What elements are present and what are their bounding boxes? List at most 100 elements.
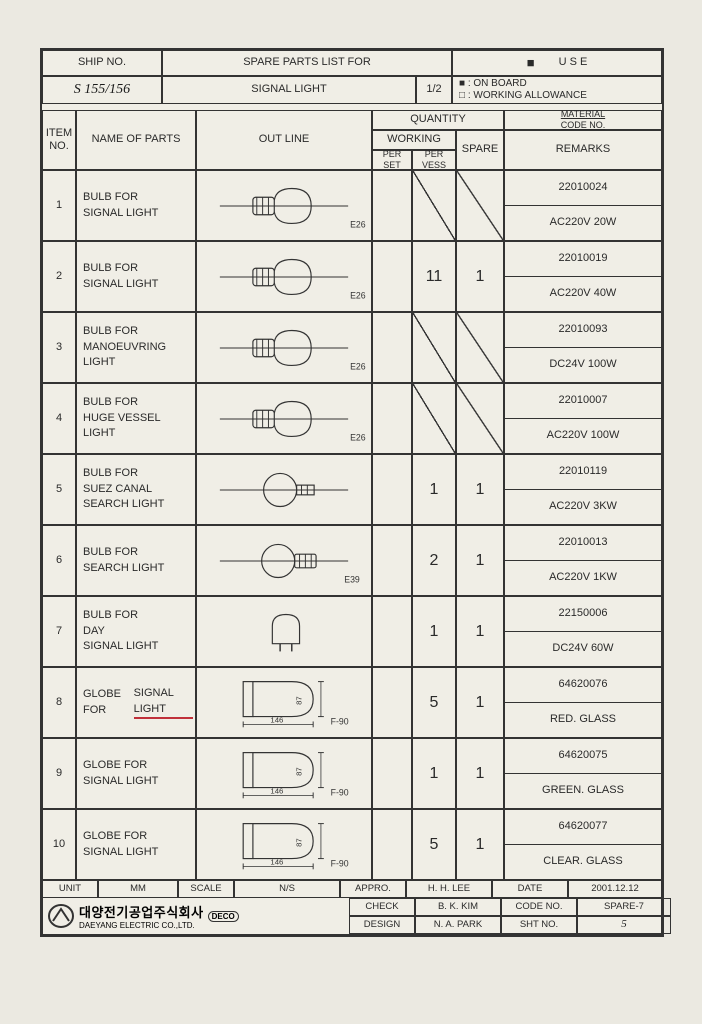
svg-text:87: 87 (294, 838, 303, 847)
item-no: 10 (42, 809, 76, 880)
material-code: 22010119 (505, 455, 661, 490)
svg-text:146: 146 (270, 857, 283, 866)
table-row: 1 BULB FORSIGNAL LIGHT E26 22010024 AC22… (42, 170, 662, 241)
svg-text:F-90: F-90 (331, 858, 349, 868)
outline-drawing (196, 454, 372, 525)
per-set (372, 241, 412, 312)
appro-label: APPRO. (340, 880, 406, 898)
remarks-cell: 22010119 AC220V 3KW (504, 454, 662, 525)
spec: RED. GLASS (505, 703, 661, 737)
scale-label: SCALE (178, 880, 234, 898)
footer: UNIT MM SCALE N/S APPRO. H. H. LEE DATE … (42, 880, 662, 935)
use-cell: ■ U S E (452, 50, 662, 76)
spec: DC24V 100W (505, 348, 661, 382)
use-label: U S E (559, 56, 588, 69)
part-name: GLOBE FORSIGNAL LIGHT (76, 738, 196, 809)
outline-drawing: E26 (196, 312, 372, 383)
svg-text:87: 87 (294, 696, 303, 705)
svg-text:87: 87 (294, 767, 303, 776)
part-name: BULB FORMANOEUVRINGLIGHT (76, 312, 196, 383)
title-label: SPARE PARTS LIST FOR (162, 50, 452, 76)
per-vess: 11 (412, 241, 456, 312)
per-vess (412, 383, 456, 454)
ship-no-value: S 155/156 (42, 76, 162, 104)
outline-drawing: 146 87 F-90 (196, 809, 372, 880)
svg-text:E39: E39 (344, 574, 360, 584)
per-set (372, 667, 412, 738)
per-set (372, 738, 412, 809)
appro-value: H. H. LEE (406, 880, 492, 898)
col-outline: OUT LINE (196, 110, 372, 170)
sht-no-label: SHT NO. (501, 916, 577, 934)
outline-drawing: E26 (196, 170, 372, 241)
ship-no-label: SHIP NO. (42, 50, 162, 76)
col-head-row-1: ITEM NO. NAME OF PARTS OUT LINE QUANTITY… (42, 110, 662, 170)
outline-drawing: 146 87 F-90 (196, 667, 372, 738)
spare-qty: 1 (456, 809, 504, 880)
company-logo-icon (47, 903, 75, 929)
table-row: 10 GLOBE FORSIGNAL LIGHT 146 87 F-90 5 1… (42, 809, 662, 880)
item-no: 7 (42, 596, 76, 667)
per-set (372, 170, 412, 241)
material-code: 22010019 (505, 242, 661, 277)
company-name-en: DAEYANG ELECTRIC CO.,LTD. (79, 921, 204, 930)
col-name: NAME OF PARTS (76, 110, 196, 170)
material-code: 22010013 (505, 526, 661, 561)
spare-qty (456, 170, 504, 241)
remarks-cell: 22010007 AC220V 100W (504, 383, 662, 454)
spare-qty: 1 (456, 596, 504, 667)
per-vess: 1 (412, 454, 456, 525)
material-code: 64620075 (505, 739, 661, 774)
check-value: B. K. KIM (415, 898, 501, 916)
document-sheet: SHIP NO. SPARE PARTS LIST FOR ■ U S E S … (40, 48, 664, 937)
spare-qty (456, 312, 504, 383)
item-no: 5 (42, 454, 76, 525)
legend-cell: ■ : ON BOARD □ : WORKING ALLOWANCE (452, 76, 662, 104)
item-no: 6 (42, 525, 76, 596)
svg-text:E26: E26 (350, 361, 366, 371)
material-code: 22150006 (505, 597, 661, 632)
outline-drawing: E26 (196, 383, 372, 454)
table-row: 4 BULB FORHUGE VESSELLIGHT E26 22010007 … (42, 383, 662, 454)
remarks-cell: 22150006 DC24V 60W (504, 596, 662, 667)
sht-no-value: 5 (577, 916, 671, 934)
header-row-2: S 155/156 SIGNAL LIGHT 1/2 ■ : ON BOARD … (42, 76, 662, 104)
svg-text:F-90: F-90 (331, 787, 349, 797)
date-label: DATE (492, 880, 568, 898)
table-row: 2 BULB FORSIGNAL LIGHT E26 11 1 22010019… (42, 241, 662, 312)
svg-text:146: 146 (270, 715, 283, 724)
svg-text:146: 146 (270, 786, 283, 795)
code-no-value: SPARE-7 (577, 898, 671, 916)
col-remarks: REMARKS (504, 130, 662, 170)
date-value: 2001.12.12 (568, 880, 662, 898)
code-no-label: CODE NO. (501, 898, 577, 916)
remarks-cell: 22010093 DC24V 100W (504, 312, 662, 383)
table-row: 5 BULB FORSUEZ CANALSEARCH LIGHT 1 1 220… (42, 454, 662, 525)
spare-qty: 1 (456, 738, 504, 809)
rows-container: 1 BULB FORSIGNAL LIGHT E26 22010024 AC22… (42, 170, 662, 880)
spare-qty: 1 (456, 667, 504, 738)
per-vess (412, 312, 456, 383)
item-no: 3 (42, 312, 76, 383)
remarks-cell: 64620077 CLEAR. GLASS (504, 809, 662, 880)
part-name: BULB FORHUGE VESSELLIGHT (76, 383, 196, 454)
remarks-cell: 22010024 AC220V 20W (504, 170, 662, 241)
company-name: 대양전기공업주식회사 (79, 902, 204, 921)
spec: GREEN. GLASS (505, 774, 661, 808)
material-code: 64620077 (505, 810, 661, 845)
spec: CLEAR. GLASS (505, 845, 661, 879)
spec: AC220V 40W (505, 277, 661, 311)
spec: AC220V 20W (505, 206, 661, 240)
material-code: 22010093 (505, 313, 661, 348)
outline-drawing: 146 87 F-90 (196, 738, 372, 809)
col-quantity: QUANTITY (372, 110, 504, 130)
per-set (372, 454, 412, 525)
col-per-set: PER SET (372, 150, 412, 170)
per-vess: 1 (412, 738, 456, 809)
svg-text:E26: E26 (350, 290, 366, 300)
design-value: N. A. PARK (415, 916, 501, 934)
col-mat-code: MATERIAL CODE NO. (504, 110, 662, 130)
svg-text:E26: E26 (350, 432, 366, 442)
check-label: CHECK (349, 898, 415, 916)
page-frac: 1/2 (416, 76, 452, 104)
